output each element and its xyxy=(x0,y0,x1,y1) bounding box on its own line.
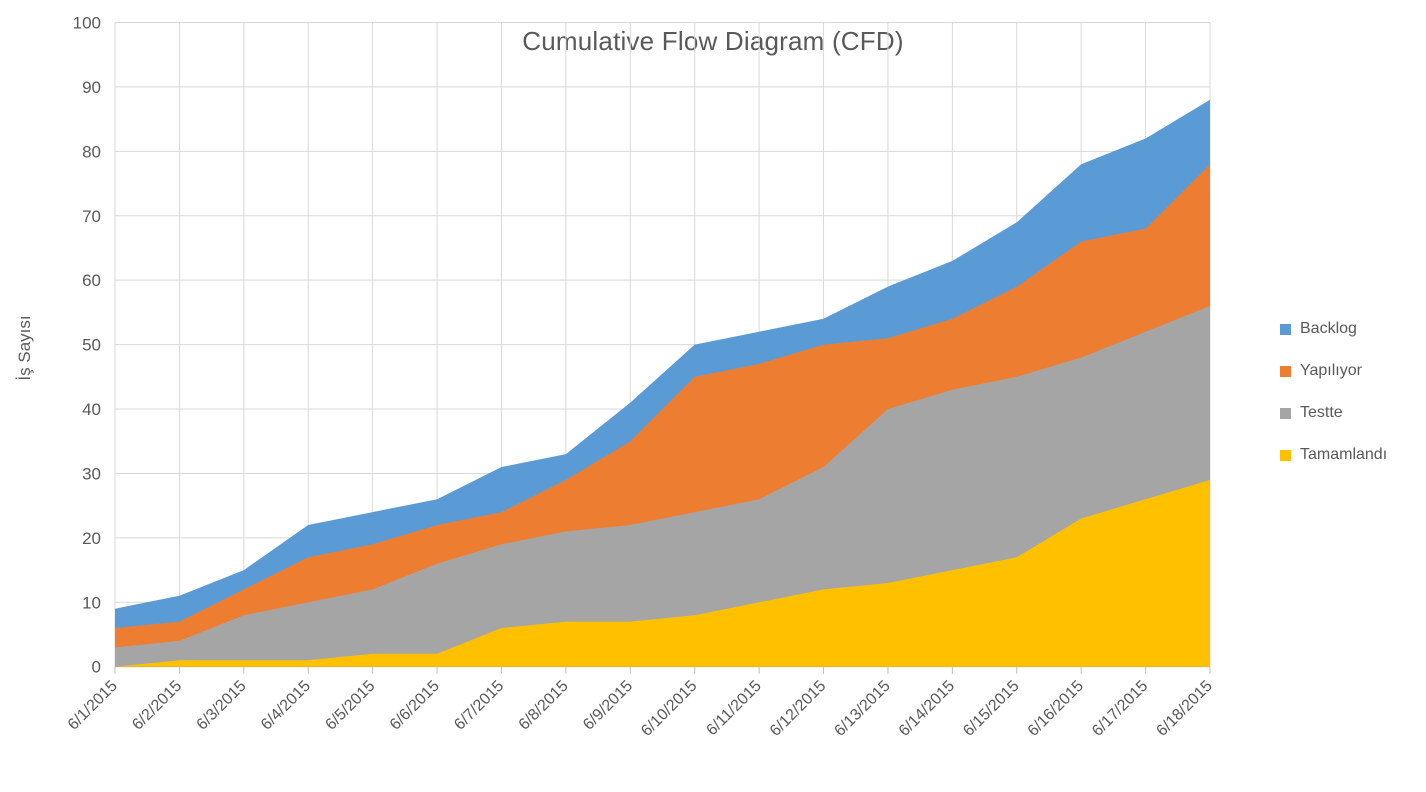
x-tick-label: 6/11/2015 xyxy=(703,677,765,739)
legend-label: Backlog xyxy=(1300,320,1357,337)
x-tick-label: 6/14/2015 xyxy=(896,677,958,739)
legend-item-backlog: Backlog xyxy=(1280,320,1387,338)
x-tick-label: 6/8/2015 xyxy=(516,677,572,733)
area-tamamland- xyxy=(115,479,1210,667)
x-tick-label: 6/16/2015 xyxy=(1025,677,1087,739)
y-tick-label: 40 xyxy=(82,400,101,419)
legend-swatch-testte xyxy=(1280,407,1291,419)
legend-label: Testte xyxy=(1300,404,1343,421)
legend-swatch-tamamland- xyxy=(1280,449,1291,461)
x-tick-label: 6/17/2015 xyxy=(1089,677,1151,739)
y-tick-label: 30 xyxy=(82,464,101,483)
x-tick-label: 6/3/2015 xyxy=(194,677,250,733)
legend-swatch-backlog xyxy=(1280,323,1291,335)
y-tick-label: 90 xyxy=(82,78,101,97)
y-tick-label: 10 xyxy=(82,593,101,612)
x-tick-label: 6/2/2015 xyxy=(129,677,185,733)
legend-label: Yapılıyor xyxy=(1300,362,1362,379)
x-tick-label: 6/6/2015 xyxy=(387,677,443,733)
x-tick-label: 6/15/2015 xyxy=(960,677,1022,739)
x-tick-label: 6/1/2015 xyxy=(65,677,121,733)
x-tick-label: 6/5/2015 xyxy=(322,677,378,733)
x-tick-label: 6/13/2015 xyxy=(831,677,893,739)
y-tick-label: 50 xyxy=(82,336,101,355)
y-tick-label: 70 xyxy=(82,207,101,226)
x-tick-label: 6/7/2015 xyxy=(451,677,507,733)
legend-label: Tamamlandı xyxy=(1300,446,1388,463)
y-tick-label: 20 xyxy=(82,529,101,548)
x-tick-label: 6/9/2015 xyxy=(580,677,636,733)
y-tick-label: 60 xyxy=(82,271,101,290)
legend-swatch-yap-l-yor xyxy=(1280,365,1291,377)
x-tick-label: 6/12/2015 xyxy=(767,677,829,739)
legend: Backlog Yapılıyor Testte Tamamlandı xyxy=(1280,320,1387,464)
x-tick-label: 6/18/2015 xyxy=(1153,677,1215,739)
legend-item-yap-l-yor: Yapılıyor xyxy=(1280,362,1387,380)
x-tick-label: 6/4/2015 xyxy=(258,677,314,733)
y-tick-label: 80 xyxy=(82,142,101,161)
y-tick-label: 100 xyxy=(73,14,101,33)
legend-item-tamamland-: Tamamlandı xyxy=(1280,446,1387,464)
y-tick-label: 0 xyxy=(92,658,101,677)
chart-title: Cumulative Flow Diagram (CFD) xyxy=(522,26,904,56)
y-axis-title: İş Sayısı xyxy=(15,315,34,380)
legend-item-testte: Testte xyxy=(1280,404,1387,422)
x-tick-label: 6/10/2015 xyxy=(638,677,700,739)
